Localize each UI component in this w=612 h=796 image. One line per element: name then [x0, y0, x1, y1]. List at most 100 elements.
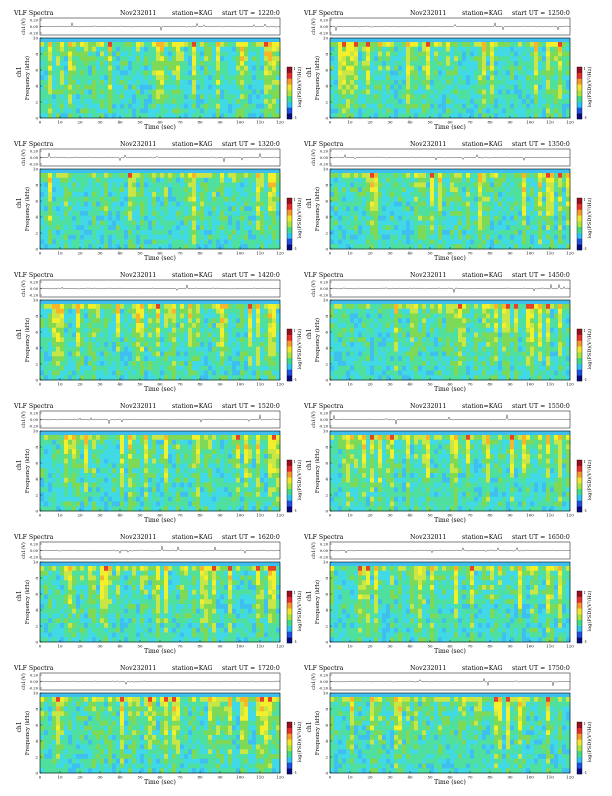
spectrogram-cell	[156, 56, 160, 61]
spectrogram-cell	[474, 230, 478, 235]
spectrogram-cell	[240, 47, 244, 52]
spectrogram-cell	[208, 309, 212, 314]
spectrogram-cell	[92, 244, 96, 249]
spectrogram-cell	[60, 314, 64, 319]
spectrogram-cell	[264, 75, 268, 80]
panel-start-ut: 1350:0	[548, 141, 570, 148]
spectrogram-cell	[366, 235, 370, 240]
spectrogram-cell	[116, 347, 120, 352]
spectrogram-cell	[334, 47, 338, 52]
spectrogram-cell	[60, 52, 64, 57]
spectrogram-cell	[366, 52, 370, 57]
spectrogram-cell	[330, 178, 334, 183]
spectrogram-cell	[116, 361, 120, 366]
spectrogram-cell	[414, 52, 418, 57]
spectrogram-cell	[72, 309, 76, 314]
spectrogram-cell	[240, 197, 244, 202]
spectrogram-cell	[382, 197, 386, 202]
spectrogram-cell	[390, 202, 394, 207]
spectrogram-cell	[88, 333, 92, 338]
spectrogram-cell	[542, 197, 546, 202]
spectrogram-cell	[268, 225, 272, 230]
spectrogram-cell	[494, 230, 498, 235]
spectrogram-cell	[88, 85, 92, 90]
spectrogram-cell	[366, 173, 370, 178]
spectrogram-cell	[370, 240, 374, 245]
spectrogram-cell	[228, 328, 232, 333]
spectrogram-cell	[426, 104, 430, 109]
spectrogram-cell	[196, 197, 200, 202]
spectrogram-cell	[228, 318, 232, 323]
spectrogram-cell	[510, 173, 514, 178]
spectrogram-cell	[56, 328, 60, 333]
spectrogram-cell	[482, 104, 486, 109]
spectrogram-cell	[330, 99, 334, 104]
spectrogram-cell	[534, 56, 538, 61]
spectrogram-cell	[350, 197, 354, 202]
spectrogram-cell	[96, 230, 100, 235]
spectrogram-cell	[398, 113, 402, 118]
spectrogram-cell	[406, 221, 410, 226]
spectrogram-cell	[80, 333, 84, 338]
spectrogram-cell	[462, 178, 466, 183]
spectrogram-cell	[386, 94, 390, 99]
spectrogram-cell	[168, 183, 172, 188]
spectrogram-cell	[382, 85, 386, 90]
spectrogram-cell	[140, 235, 144, 240]
spectrogram-cell	[438, 113, 442, 118]
spectrogram-cell	[136, 375, 140, 380]
spectrogram-cell	[168, 235, 172, 240]
spectrogram-cell	[486, 90, 490, 95]
spectrogram-cell	[92, 211, 96, 216]
spectrogram-cell	[248, 47, 252, 52]
spectrogram-cell	[128, 366, 132, 371]
spectrogram-cell	[248, 183, 252, 188]
spectrogram-cell	[510, 197, 514, 202]
spectrogram-cell	[160, 371, 164, 376]
spectrogram-cell	[64, 323, 68, 328]
spectrogram-cell	[44, 356, 48, 361]
spectrogram-cell	[494, 206, 498, 211]
spectrogram-cell	[88, 309, 92, 314]
spectrogram-cell	[44, 187, 48, 192]
spectrogram-cell	[446, 240, 450, 245]
spectrogram-cell	[84, 197, 88, 202]
spectrogram-cell	[566, 47, 570, 52]
spectrogram-cell	[446, 61, 450, 66]
spectrogram-cell	[358, 183, 362, 188]
spectrogram-cell	[52, 230, 56, 235]
spectrogram-cell	[212, 352, 216, 357]
spectrogram-cell	[260, 244, 264, 249]
spectrogram-cell	[156, 173, 160, 178]
spectrogram-cell	[414, 211, 418, 216]
spectrogram-cell	[40, 342, 44, 347]
spectrogram-cell	[410, 56, 414, 61]
spectrogram-cell	[470, 66, 474, 71]
spectrogram-cell	[84, 337, 88, 342]
spectrogram-cell	[164, 183, 168, 188]
spectrogram-cell	[442, 235, 446, 240]
spectrogram-cell	[414, 173, 418, 178]
spectrogram-cell	[438, 178, 442, 183]
spectrogram-cell	[374, 104, 378, 109]
spectrogram-cell	[172, 52, 176, 57]
spectrogram-cell	[68, 206, 72, 211]
spectrogram-cell	[502, 52, 506, 57]
spectrogram-cell	[212, 42, 216, 47]
time-tick-label: 90	[217, 251, 223, 256]
spectrogram-cell	[212, 225, 216, 230]
spectrogram-cell	[378, 47, 382, 52]
spectrogram-cell	[374, 80, 378, 85]
spectrogram-cell	[486, 56, 490, 61]
spectrogram-cell	[438, 61, 442, 66]
spectrogram-cell	[164, 221, 168, 226]
spectrogram-cell	[152, 225, 156, 230]
spectrogram-cell	[256, 216, 260, 221]
spectrogram-cell	[132, 309, 136, 314]
spectrogram-cell	[554, 90, 558, 95]
spectrogram-cell	[398, 244, 402, 249]
spectrogram-cell	[44, 244, 48, 249]
spectrogram-cell	[490, 56, 494, 61]
spectrogram-cell	[244, 85, 248, 90]
spectrogram-cell	[228, 361, 232, 366]
